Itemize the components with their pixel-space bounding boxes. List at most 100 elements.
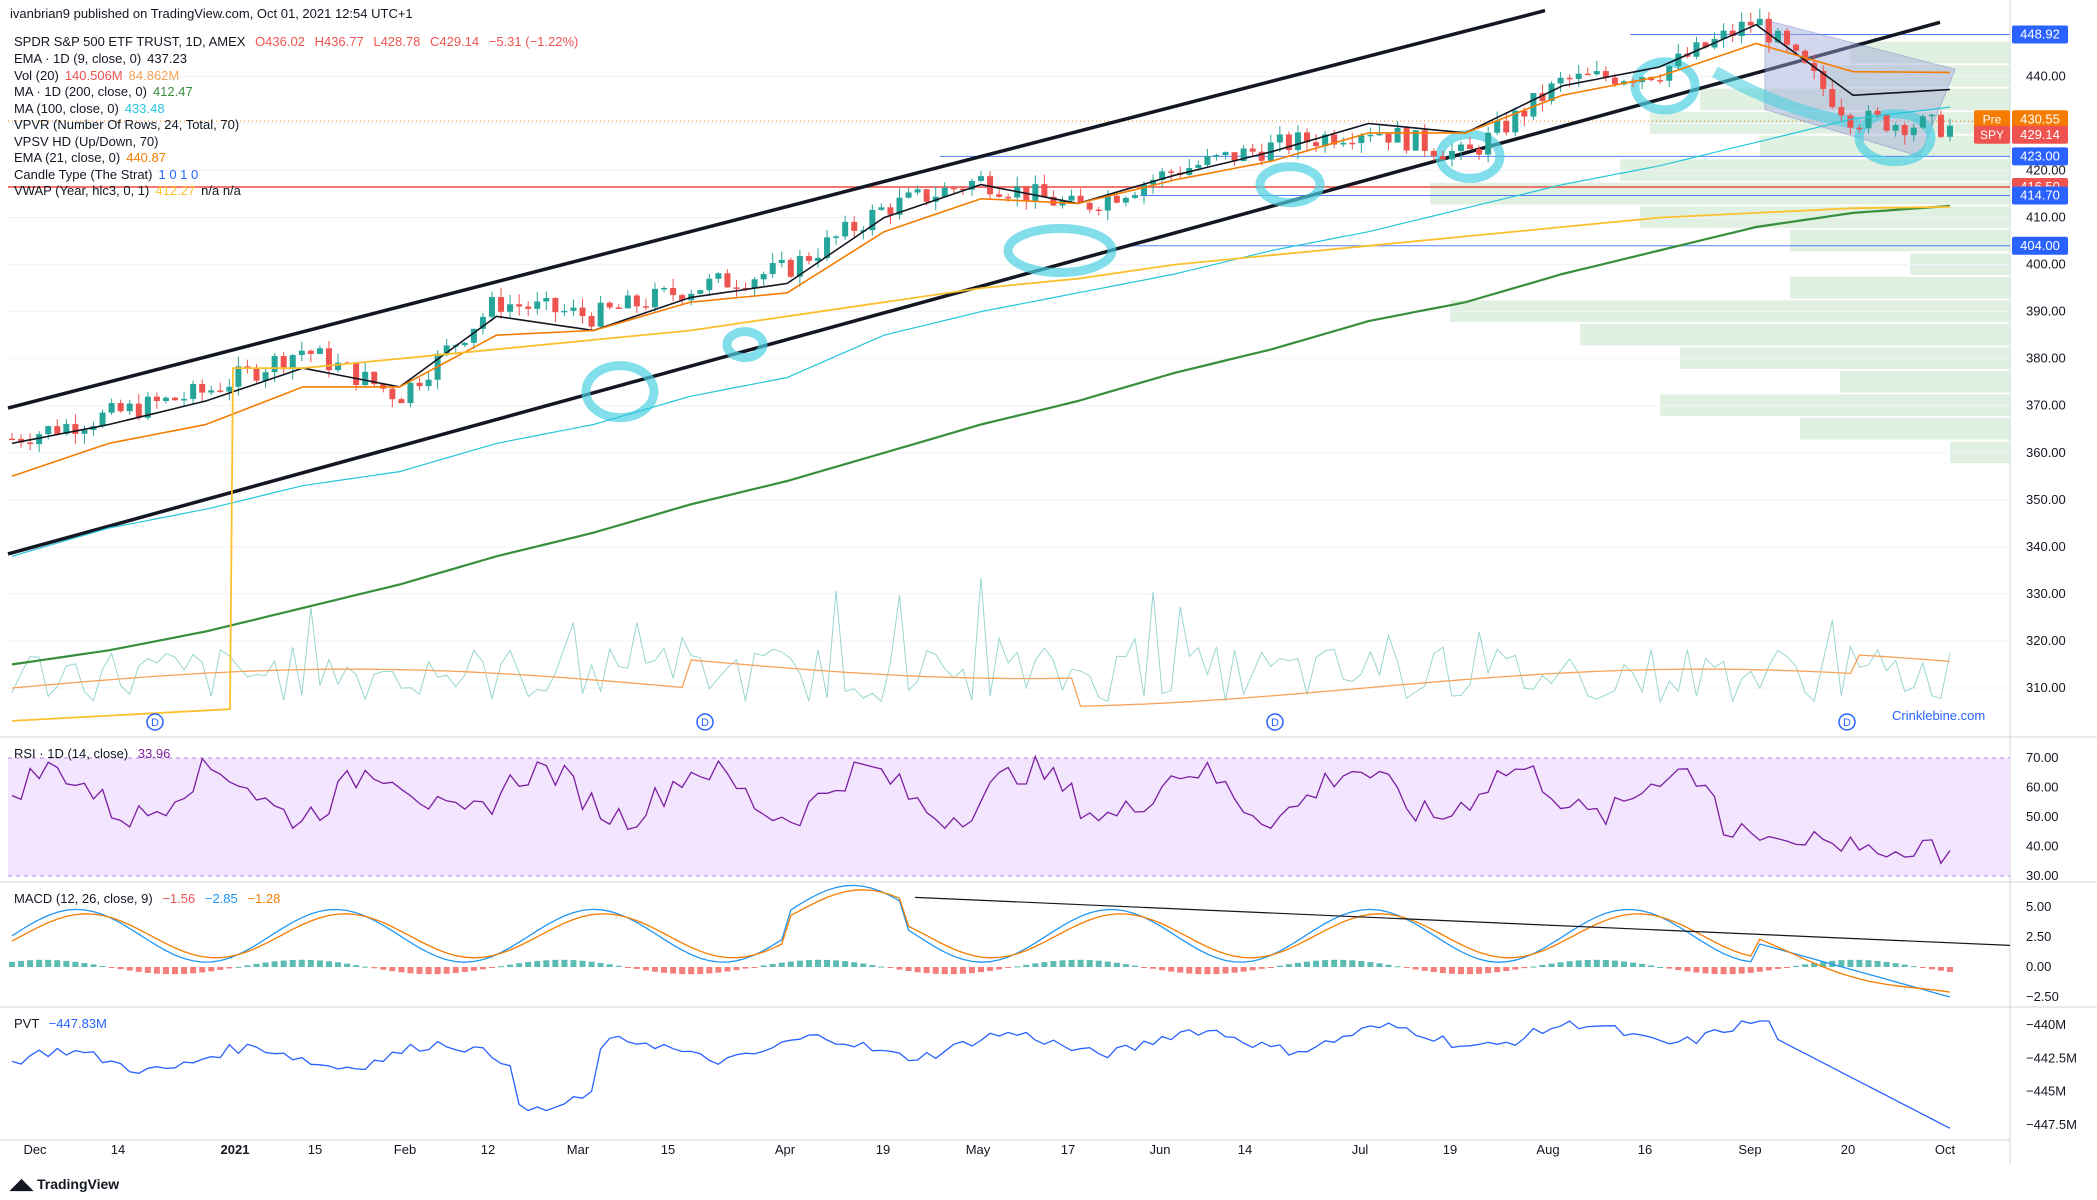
legend-label: VPVR (Number Of Rows, 24, Total, 70) (14, 117, 240, 132)
macd-histogram-bar (1340, 959, 1347, 967)
volume-profile-row (1850, 41, 2010, 64)
rsi-band (8, 758, 2010, 876)
macd-histogram-bar (45, 959, 52, 967)
symbol-name: SPDR S&P 500 ETF TRUST, 1D, AMEX (14, 34, 246, 49)
macd-histogram-bar (1104, 961, 1111, 967)
macd-histogram-bar (135, 967, 142, 972)
macd-histogram-bar (1412, 967, 1419, 970)
series-line-ema-21- (11, 42, 1951, 478)
volume-profile-row (1430, 182, 2010, 205)
candle-body (1756, 18, 1763, 26)
macd-histogram-bar (1349, 960, 1356, 967)
candle-body (552, 297, 559, 313)
candle-body (144, 396, 151, 418)
candle-body (1032, 184, 1039, 201)
candle-body (1512, 110, 1519, 133)
ohlc-open: O436.02 (255, 34, 305, 49)
candle-body (869, 209, 876, 231)
macd-trend-line (914, 896, 2011, 946)
candle-body (697, 290, 704, 294)
macd-histogram-bar (1005, 967, 1012, 968)
candle-body (1331, 134, 1338, 145)
candle-body (715, 273, 722, 279)
dividend-marker: D (696, 713, 714, 731)
candle-body (1448, 150, 1455, 160)
macd-histogram-bar (1548, 963, 1555, 967)
candle-body (18, 438, 25, 443)
publisher-line: ivanbrian9 published on TradingView.com,… (10, 6, 413, 21)
macd-histogram-bar (262, 962, 269, 967)
legend-label: VPSV HD (Up/Down, 70) (14, 133, 159, 149)
candle-body (1783, 30, 1790, 45)
time-tick-label: 20 (1841, 1142, 1855, 1157)
macd-histogram-bar (1195, 967, 1202, 975)
price-label-text: 430.55 (2020, 111, 2060, 126)
candle-body (1077, 195, 1084, 203)
candle-body (1593, 71, 1600, 75)
macd-histogram-bar (1928, 967, 1935, 970)
volume-profile-row (1450, 300, 2010, 322)
price-tag-text: SPY (1980, 128, 2004, 142)
candle-body (1385, 133, 1392, 143)
macd-histogram-bar (1222, 967, 1229, 974)
candle-body (316, 348, 323, 354)
macd-histogram-bar (452, 967, 459, 974)
macd-histogram-bar (353, 965, 360, 967)
candle-body (507, 304, 514, 312)
candle-body (1358, 135, 1365, 144)
candle-body (1276, 134, 1283, 143)
candle-body (978, 176, 984, 181)
candle-body (597, 302, 604, 327)
price-label-bg (2012, 236, 2068, 255)
price-tick-label: 380.00 (2026, 351, 2066, 366)
candle-body (1947, 125, 1953, 137)
macd-histogram-bar (959, 967, 966, 974)
macd-histogram-bar (688, 967, 695, 975)
macd-histogram-bar (298, 959, 305, 967)
macd-histogram-bar (824, 959, 831, 967)
price-label-text: 448.92 (2020, 26, 2060, 41)
series-line-ma-1d-200- (11, 204, 1951, 666)
rsi-tick-label: 50.00 (2026, 809, 2059, 824)
macd-histogram-bar (760, 965, 767, 967)
candle-body (914, 189, 921, 193)
macd-tick-label: 5.00 (2026, 899, 2051, 914)
macd-value-2: −2.85 (204, 891, 238, 906)
dividend-marker: D (1266, 713, 1284, 731)
macd-histogram-bar (1358, 961, 1365, 967)
macd-histogram-bar (63, 960, 70, 967)
legend-line-7: Candle Type (The Strat) 1 0 1 0 (14, 167, 198, 182)
macd-histogram-bar (1113, 962, 1120, 967)
rsi-tick-label: 30.00 (2026, 868, 2059, 883)
candle-body (778, 259, 785, 264)
price-label-bg (2012, 25, 2068, 44)
candle-body (72, 424, 79, 434)
time-tick-label: 12 (481, 1142, 495, 1157)
dividend-circle (146, 713, 164, 731)
candle-body (153, 396, 160, 402)
macd-histogram-bar (1720, 967, 1727, 975)
candle-body (1467, 144, 1474, 149)
macd-histogram-bar (1023, 964, 1030, 967)
time-tick-label: Apr (775, 1142, 796, 1157)
macd-histogram-bar (1457, 967, 1464, 975)
macd-histogram-bar (1566, 961, 1573, 967)
macd-histogram-bar (1675, 967, 1682, 971)
macd-tick-label: 0.00 (2026, 959, 2051, 974)
macd-histogram-bar (425, 967, 432, 975)
time-tick-label: Jun (1150, 1142, 1171, 1157)
macd-histogram-bar (679, 967, 686, 975)
candle-body (226, 386, 233, 392)
candle-body (262, 372, 269, 381)
candle-body (1847, 115, 1854, 128)
candle-body (208, 390, 215, 393)
candle-body (1195, 164, 1202, 168)
candle-body (470, 328, 477, 343)
macd-histogram-bar (1485, 967, 1492, 974)
candle-body (461, 342, 468, 346)
candle-body (624, 295, 631, 309)
macd-histogram-bar (18, 960, 25, 967)
macd-histogram-bar (1765, 967, 1772, 971)
macd-histogram-bar (950, 967, 957, 975)
